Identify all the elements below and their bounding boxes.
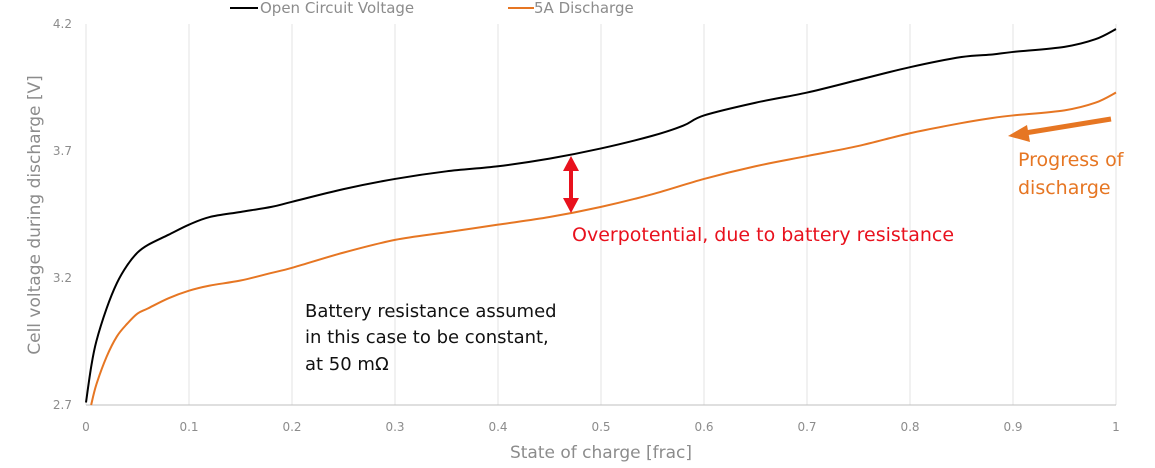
y-tick-label: 2.7: [53, 398, 72, 412]
resistance-note-line-2: in this case to be constant,: [305, 327, 549, 348]
series-line-ocv: [85, 28, 1117, 403]
x-tick-label: 0.8: [900, 420, 919, 434]
overpotential-arrow-up-head: [563, 156, 579, 171]
x-axis-label: State of charge [frac]: [510, 443, 692, 463]
x-tick-label: 0: [82, 420, 90, 434]
overpotential-label: Overpotential, due to battery resistance: [572, 224, 954, 246]
x-axis-ticks: 0 0.1 0.2 0.3 0.4 0.5 0.6 0.7 0.8 0.9 1: [82, 420, 1120, 434]
x-tick-label: 1: [1112, 420, 1120, 434]
overpotential-arrow-down-head: [563, 198, 579, 213]
progress-marker: Progress of discharge: [1008, 116, 1125, 199]
series-lines: [85, 28, 1117, 406]
progress-label-line-2: discharge: [1018, 177, 1111, 199]
legend-label-ocv: Open Circuit Voltage: [260, 0, 414, 17]
resistance-note: Battery resistance assumed in this case …: [305, 301, 557, 375]
progress-arrow-shaft: [1024, 116, 1112, 136]
y-tick-label: 3.2: [53, 271, 72, 285]
x-tick-label: 0.6: [694, 420, 713, 434]
series-line-5a-discharge: [90, 91, 1117, 406]
y-tick-label: 4.2: [53, 17, 72, 31]
y-axis-ticks: 2.7 3.2 3.7 4.2: [53, 17, 72, 412]
overpotential-marker: Overpotential, due to battery resistance: [563, 156, 954, 246]
x-tick-label: 0.9: [1003, 420, 1022, 434]
x-tick-label: 0.4: [488, 420, 507, 434]
legend: Open Circuit Voltage 5A Discharge: [230, 0, 634, 17]
y-tick-label: 3.7: [53, 144, 72, 158]
x-tick-label: 0.2: [282, 420, 301, 434]
legend-label-discharge: 5A Discharge: [534, 0, 634, 17]
x-tick-label: 0.1: [179, 420, 198, 434]
x-tick-label: 0.7: [797, 420, 816, 434]
grid: [85, 24, 1117, 405]
x-tick-label: 0.5: [591, 420, 610, 434]
resistance-note-line-1: Battery resistance assumed: [305, 301, 557, 322]
progress-label-line-1: Progress of: [1018, 149, 1125, 171]
resistance-note-line-3: at 50 mΩ: [305, 354, 389, 375]
progress-arrow-head: [1008, 125, 1030, 142]
x-tick-label: 0.3: [385, 420, 404, 434]
y-axis-label: Cell voltage during discharge [V]: [25, 75, 45, 355]
